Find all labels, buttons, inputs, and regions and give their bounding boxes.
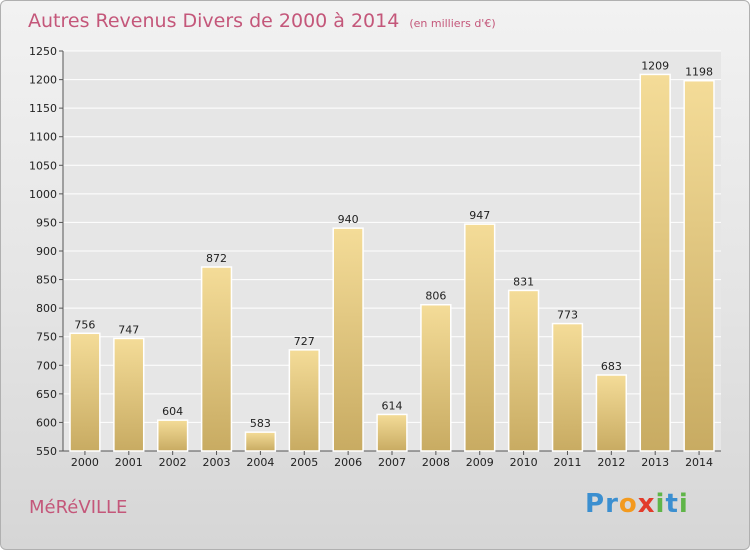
- bar-2001: [113, 337, 145, 452]
- data-label-2003: 872: [206, 252, 227, 265]
- x-tick-label-2007: 2007: [378, 456, 406, 469]
- chart-unit-label: (en milliers d'€): [409, 17, 496, 30]
- x-tick-label-2013: 2013: [641, 456, 669, 469]
- y-tick-label: 800: [36, 302, 57, 315]
- x-tick-label-2014: 2014: [685, 456, 713, 469]
- y-tick-label: 1250: [29, 45, 57, 58]
- bar-2014: [683, 79, 715, 452]
- x-tick-label-2008: 2008: [422, 456, 450, 469]
- data-label-2009: 947: [469, 209, 490, 222]
- logo-letter: i: [678, 489, 689, 519]
- logo-letter: r: [605, 489, 619, 519]
- y-tick-label: 650: [36, 388, 57, 401]
- logo-letter: t: [665, 489, 679, 519]
- y-tick-label: 600: [36, 416, 57, 429]
- data-label-2014: 1198: [685, 66, 713, 79]
- bar-2013: [639, 73, 671, 452]
- y-tick-label: 550: [36, 445, 57, 458]
- y-tick-label: 1000: [29, 188, 57, 201]
- data-label-2013: 1209: [641, 59, 669, 72]
- bar-2005: [288, 349, 320, 452]
- x-tick-label-2012: 2012: [597, 456, 625, 469]
- chart-title: Autres Revenus Divers de 2000 à 2014: [28, 10, 400, 32]
- x-tick-label-2005: 2005: [290, 456, 318, 469]
- x-tick-label-2004: 2004: [246, 456, 274, 469]
- data-label-2007: 614: [382, 399, 403, 412]
- bar-2012: [595, 374, 627, 452]
- data-label-2001: 747: [118, 323, 139, 336]
- y-tick-label: 750: [36, 331, 57, 344]
- bar-2000: [69, 332, 101, 452]
- logo-letter: x: [637, 489, 656, 519]
- y-tick-label: 900: [36, 245, 57, 258]
- x-tick-label-2001: 2001: [115, 456, 143, 469]
- bar-2003: [200, 266, 233, 452]
- bar-2002: [157, 419, 189, 452]
- bar-2008: [420, 303, 452, 452]
- bar-2007: [376, 413, 408, 452]
- y-tick-label: 700: [36, 359, 57, 372]
- y-tick-label: 1100: [29, 131, 57, 144]
- bar-2009: [464, 223, 496, 452]
- logo-letter: P: [585, 489, 606, 519]
- y-tick-label: 850: [36, 274, 57, 287]
- bar-2006: [332, 227, 364, 452]
- x-tick-label-2003: 2003: [203, 456, 231, 469]
- x-tick-label-2010: 2010: [510, 456, 538, 469]
- x-tick-label-2009: 2009: [466, 456, 494, 469]
- y-tick-label: 1200: [29, 74, 57, 87]
- data-label-2004: 583: [250, 417, 271, 430]
- data-label-2008: 806: [425, 290, 446, 303]
- bar-2011: [551, 322, 584, 452]
- y-tick-label: 950: [36, 216, 57, 229]
- bar-2004: [244, 431, 277, 452]
- x-tick-label-2011: 2011: [553, 456, 581, 469]
- data-label-2011: 773: [557, 309, 578, 322]
- x-tick-label-2006: 2006: [334, 456, 362, 469]
- data-label-2005: 727: [294, 335, 315, 348]
- proxiti-logo: Proxiti: [585, 489, 689, 519]
- y-tick-label: 1050: [29, 159, 57, 172]
- data-label-2002: 604: [162, 405, 183, 418]
- x-tick-label-2002: 2002: [159, 456, 187, 469]
- data-label-2006: 940: [338, 213, 359, 226]
- chart-title-block: Autres Revenus Divers de 2000 à 2014 (en…: [28, 10, 496, 32]
- x-tick-label-2000: 2000: [71, 456, 99, 469]
- logo-letter: o: [618, 489, 638, 519]
- data-label-2000: 756: [74, 318, 95, 331]
- data-label-2012: 683: [601, 360, 622, 373]
- y-tick-label: 1150: [29, 102, 57, 115]
- bar-2010: [507, 289, 540, 452]
- commune-name: MéRéVILLE: [29, 497, 128, 518]
- data-label-2010: 831: [513, 275, 534, 288]
- logo-letter: i: [655, 489, 666, 519]
